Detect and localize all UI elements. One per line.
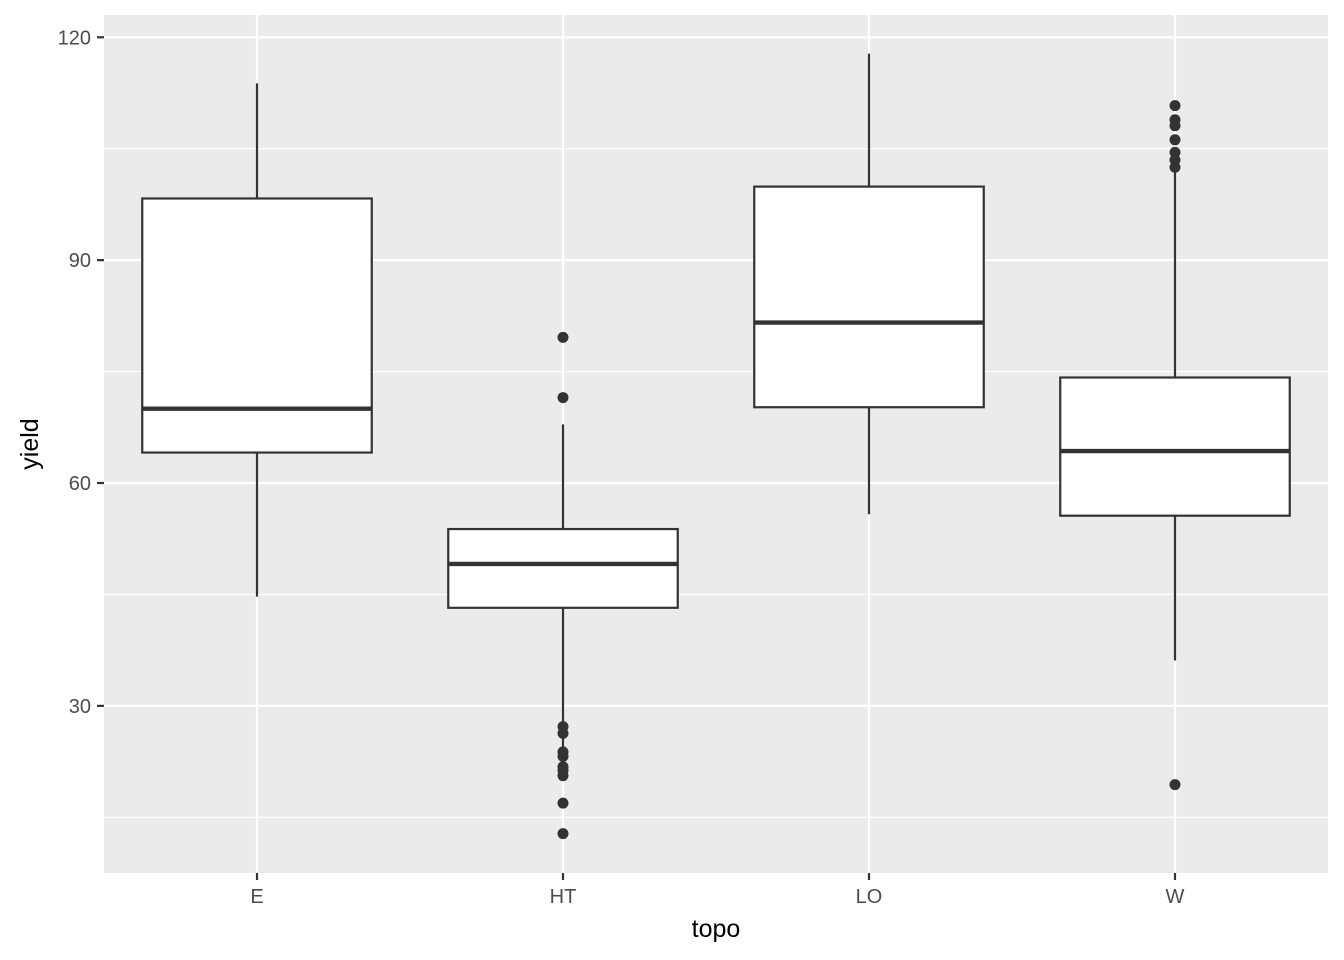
outlier-point bbox=[557, 727, 569, 739]
x-tick-label: E bbox=[250, 886, 263, 908]
outlier-point bbox=[1169, 100, 1181, 112]
x-tick-label: W bbox=[1166, 886, 1185, 908]
outlier-point bbox=[1169, 120, 1181, 132]
box-iqr bbox=[141, 197, 373, 454]
outlier-point bbox=[1169, 161, 1181, 173]
y-tick-label: 60 bbox=[69, 473, 91, 495]
y-axis-title: yield bbox=[16, 418, 44, 469]
outlier-point bbox=[557, 797, 569, 809]
box-iqr bbox=[753, 185, 985, 409]
y-axis: 30 60 90 120 bbox=[58, 27, 104, 718]
box-W bbox=[1059, 100, 1291, 791]
y-tick-label: 120 bbox=[58, 27, 91, 49]
outlier-point bbox=[557, 392, 569, 404]
box-HT bbox=[447, 331, 679, 840]
x-tick-label: HT bbox=[550, 886, 577, 908]
outlier-point bbox=[1169, 779, 1181, 791]
box-iqr bbox=[447, 527, 679, 609]
x-axis: E HT LO W bbox=[250, 873, 1185, 908]
box-LO bbox=[753, 53, 985, 515]
box-E bbox=[141, 83, 373, 597]
outlier-point bbox=[557, 770, 569, 782]
outlier-point bbox=[557, 828, 569, 840]
y-tick-label: 90 bbox=[69, 250, 91, 272]
y-tick-label: 30 bbox=[69, 696, 91, 718]
box-iqr bbox=[1059, 376, 1291, 517]
outlier-point bbox=[1169, 134, 1181, 146]
x-axis-title: topo bbox=[692, 915, 741, 943]
x-tick-label: LO bbox=[856, 886, 883, 908]
boxes bbox=[141, 53, 1291, 840]
outlier-point bbox=[557, 750, 569, 762]
outlier-point bbox=[557, 331, 569, 343]
